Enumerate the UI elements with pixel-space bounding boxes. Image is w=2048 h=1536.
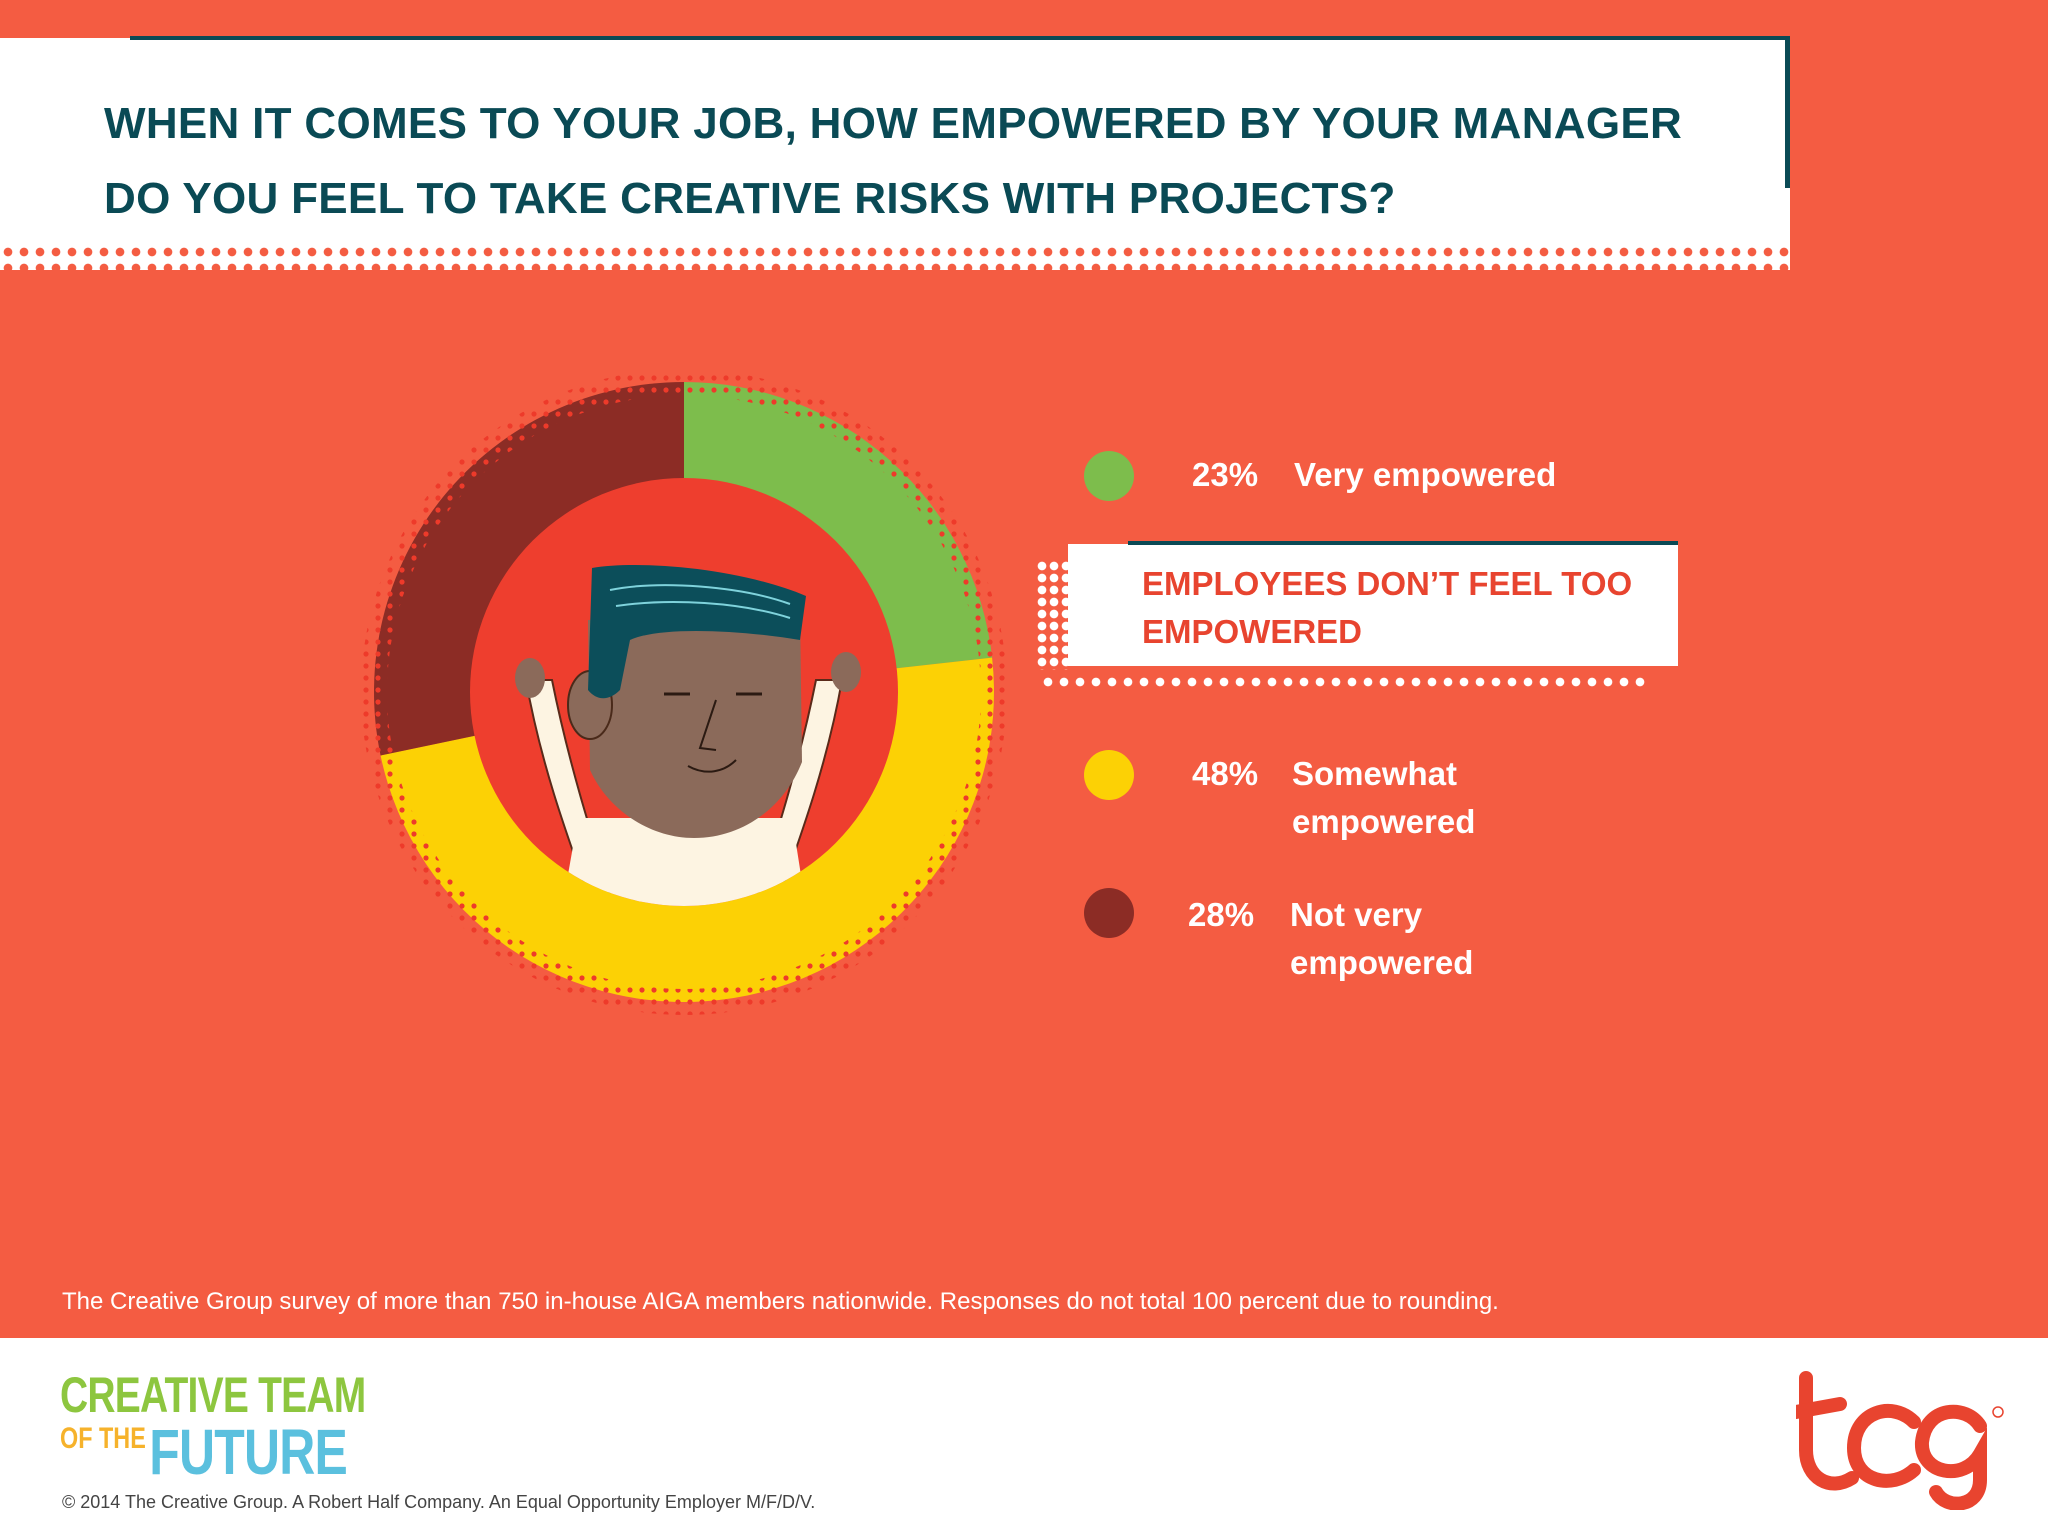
legend-pct-not-very-empowered: 28% (1188, 896, 1255, 933)
page-title: WHEN IT COMES TO YOUR JOB, HOW EMPOWERED… (104, 99, 1683, 223)
face (588, 610, 802, 838)
legend-pct-somewhat-empowered: 48% (1192, 755, 1259, 792)
mouth (687, 759, 737, 773)
legend-label-somewhat-empowered: Somewhat empowered (1292, 755, 1476, 840)
logo-line1: CREATIVE TEAM (60, 1367, 366, 1423)
callout-box: EMPLOYEES DON’T FEEL TOO EMPOWERED (1068, 541, 1678, 666)
right-fist (831, 652, 861, 692)
shirt (560, 818, 808, 906)
logo-ofthe: OF THE (60, 1422, 146, 1455)
hair-highlight (609, 584, 791, 605)
legend-label-very-empowered: Very empowered (1294, 456, 1557, 493)
logo-future: FUTURE (149, 1416, 348, 1488)
tcg-logo (1796, 1371, 2004, 1510)
hair-highlight-2 (615, 601, 791, 619)
footer (0, 1338, 2048, 1536)
logo-line2: OF THE FUTURE (60, 1420, 365, 1484)
legend-dot-not-very-empowered (1084, 888, 1134, 938)
pie-chart (361, 369, 1007, 1015)
title-dot-border-2 (0, 262, 1790, 274)
legend-dot-somewhat-empowered (1084, 750, 1134, 800)
title-card-right-rule (1785, 38, 1790, 188)
callout-top-rule (1128, 541, 1678, 545)
left-fist (515, 658, 545, 698)
nose (698, 699, 717, 751)
callout-text: EMPLOYEES DON’T FEEL TOO EMPOWERED (1142, 565, 1633, 650)
character-illustration (515, 565, 861, 906)
title-dot-border (0, 246, 1790, 258)
title-card: WHEN IT COMES TO YOUR JOB, HOW EMPOWERED… (0, 36, 1790, 270)
legend-dot-very-empowered (1084, 451, 1134, 501)
survey-note: The Creative Group survey of more than 7… (62, 1288, 1499, 1315)
hair (588, 565, 806, 699)
copyright: © 2014 The Creative Group. A Robert Half… (62, 1492, 816, 1512)
title-card-top-rule (130, 36, 1790, 40)
legend-pct-very-empowered: 23% (1192, 456, 1259, 493)
callout-dot-border (1040, 676, 1650, 688)
pie-dotted-rim (361, 369, 1007, 1015)
legend-label-not-very-empowered: Not very empowered (1290, 896, 1474, 981)
creative-team-of-the-future-logo: CREATIVE TEAM OF THE FUTURE (60, 1367, 452, 1484)
